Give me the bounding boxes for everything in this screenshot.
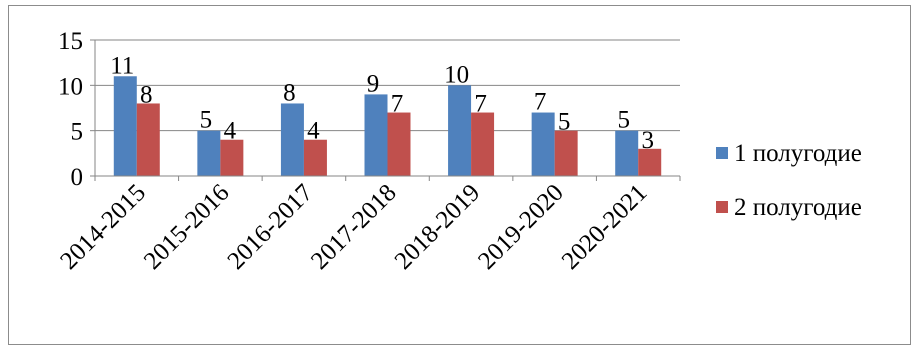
bar-series1 <box>113 76 137 176</box>
legend-label-2: 2 полугодие <box>734 194 862 221</box>
bar-series1 <box>448 85 472 176</box>
data-label: 7 <box>474 91 487 118</box>
data-label: 9 <box>367 70 380 97</box>
bar-series2 <box>638 148 662 176</box>
y-tick-label: 5 <box>71 119 84 146</box>
bar-series2 <box>220 139 244 176</box>
legend-swatch-1 <box>716 147 728 159</box>
y-tick-label: 15 <box>58 28 83 55</box>
x-category-label: 2020-2021 <box>557 179 653 275</box>
x-category-label: 2018-2019 <box>390 179 486 275</box>
x-category-label: 2014-2015 <box>55 179 151 275</box>
bar-series1 <box>197 130 221 176</box>
bar-series2 <box>303 139 327 176</box>
data-label: 8 <box>140 81 153 108</box>
bar-series2 <box>136 103 160 176</box>
bar-series1 <box>531 112 555 176</box>
bar-series1 <box>615 130 639 176</box>
x-category-label: 2017-2018 <box>306 179 402 275</box>
bar-series2 <box>471 112 495 176</box>
y-tick-label: 0 <box>71 164 84 191</box>
data-label: 11 <box>110 52 134 79</box>
legend-swatch-2 <box>716 201 728 213</box>
data-label: 7 <box>391 91 404 118</box>
data-label: 7 <box>534 89 547 116</box>
bars <box>113 76 662 176</box>
y-tick-label: 10 <box>58 73 83 100</box>
data-label: 4 <box>307 118 320 145</box>
data-label: 5 <box>200 107 213 134</box>
x-category-label: 2019-2020 <box>473 179 569 275</box>
data-label: 10 <box>444 61 469 88</box>
data-label: 5 <box>558 109 571 136</box>
bar-series2 <box>387 112 411 176</box>
data-label: 8 <box>283 79 296 106</box>
bar-series1 <box>280 103 304 176</box>
data-label: 5 <box>617 107 630 134</box>
legend: 1 полугодие 2 полугодие <box>716 140 862 221</box>
data-label: 4 <box>224 118 237 145</box>
data-label: 3 <box>641 127 654 154</box>
x-category-label: 2016-2017 <box>222 179 318 275</box>
bar-series1 <box>364 94 388 176</box>
bar-series2 <box>554 130 578 176</box>
x-category-label: 2015-2016 <box>139 179 235 275</box>
legend-label-1: 1 полугодие <box>734 140 862 167</box>
